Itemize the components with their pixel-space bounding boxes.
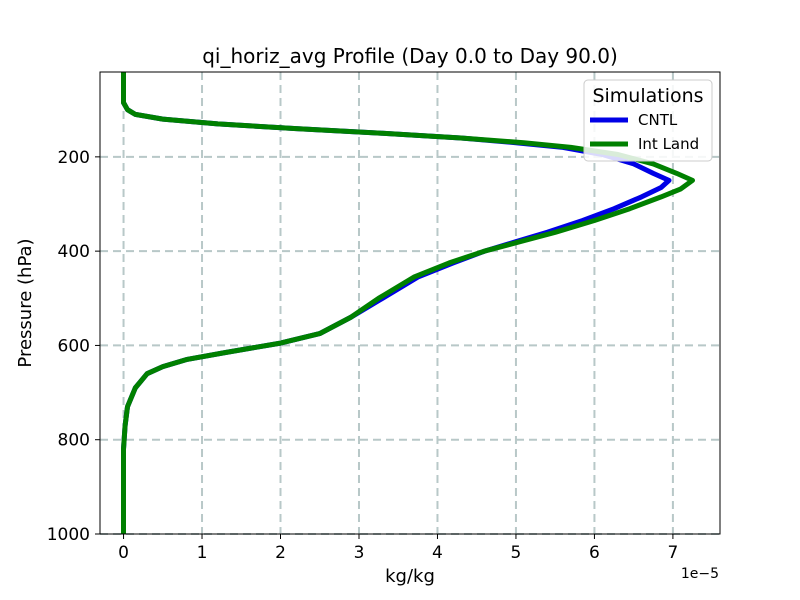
plot-frame (99, 71, 721, 535)
x-tick-label: 5 (511, 543, 522, 563)
y-tick-label: 200 (58, 148, 90, 168)
x-tick-label: 7 (667, 543, 678, 563)
y-tick-label: 800 (58, 431, 90, 451)
x-tick-label: 1 (197, 543, 208, 563)
series-lines (121, 72, 695, 534)
legend-label-cntl: CNTL (638, 111, 678, 129)
legend-title: Simulations (592, 85, 703, 107)
x-tick-label: 0 (118, 543, 129, 563)
y-tick-label: 400 (58, 242, 90, 262)
x-tick-label: 6 (589, 543, 600, 563)
x-tick-label: 2 (275, 543, 286, 563)
chart-title: qi_horiz_avg Profile (Day 0.0 to Day 90.… (202, 44, 618, 68)
x-axis-label: kg/kg (385, 566, 435, 587)
series-line-int-land (121, 72, 695, 534)
x-axis-ticks: 0 1 2 3 4 5 6 7 (118, 534, 678, 563)
y-axis-label: Pressure (hPa) (15, 238, 36, 367)
y-tick-label: 1000 (47, 525, 90, 545)
x-tick-label: 3 (354, 543, 365, 563)
legend: Simulations CNTL Int Land (583, 79, 713, 162)
legend-box (583, 79, 713, 162)
x-axis-scale-label: 1e−5 (681, 566, 719, 582)
legend-label-int-land: Int Land (638, 135, 699, 153)
y-axis-ticks: 200 400 600 800 1000 (47, 148, 100, 545)
x-tick-label: 4 (432, 543, 443, 563)
y-tick-label: 600 (58, 336, 90, 356)
